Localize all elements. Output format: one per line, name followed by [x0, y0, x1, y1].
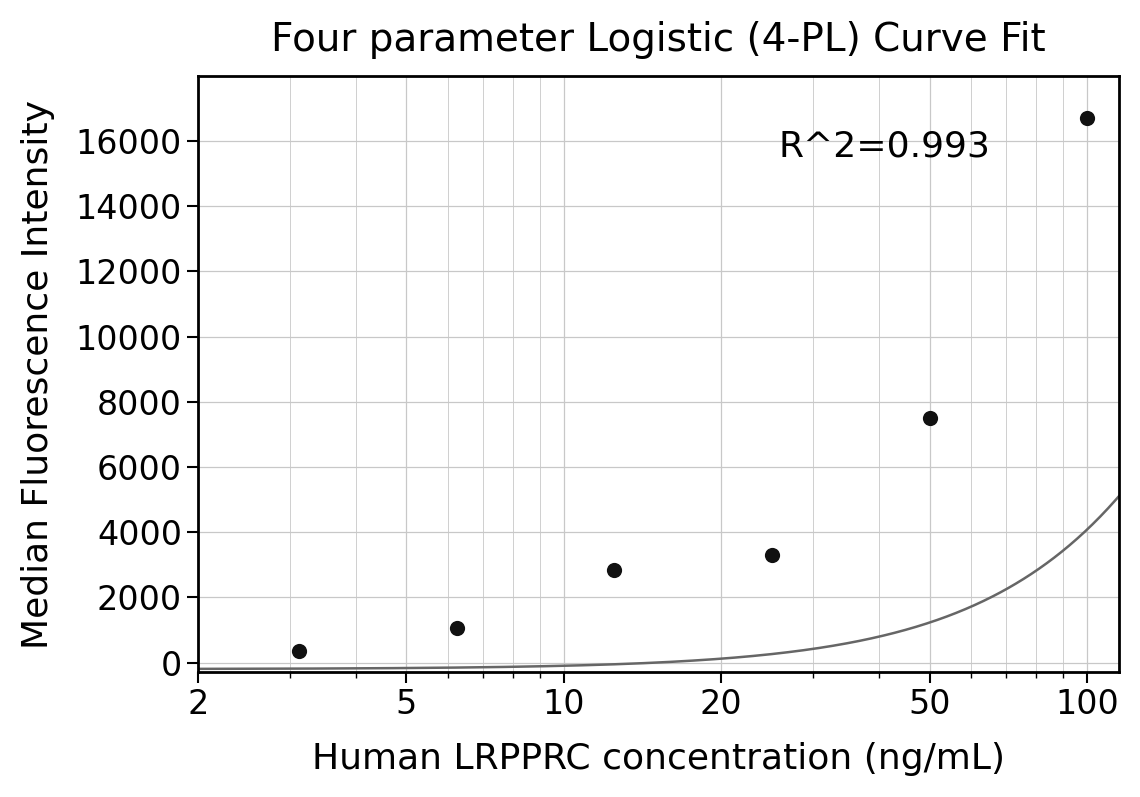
Point — [763, 548, 781, 561]
Text: R^2=0.993: R^2=0.993 — [777, 130, 990, 163]
Y-axis label: Median Fluorescence Intensity: Median Fluorescence Intensity — [21, 100, 55, 649]
Point — [605, 563, 624, 576]
X-axis label: Human LRPPRC concentration (ng/mL): Human LRPPRC concentration (ng/mL) — [311, 742, 1004, 776]
Point — [920, 412, 938, 425]
Point — [1077, 112, 1096, 124]
Point — [447, 622, 465, 634]
Point — [290, 645, 308, 658]
Title: Four parameter Logistic (4-PL) Curve Fit: Four parameter Logistic (4-PL) Curve Fit — [271, 21, 1044, 59]
